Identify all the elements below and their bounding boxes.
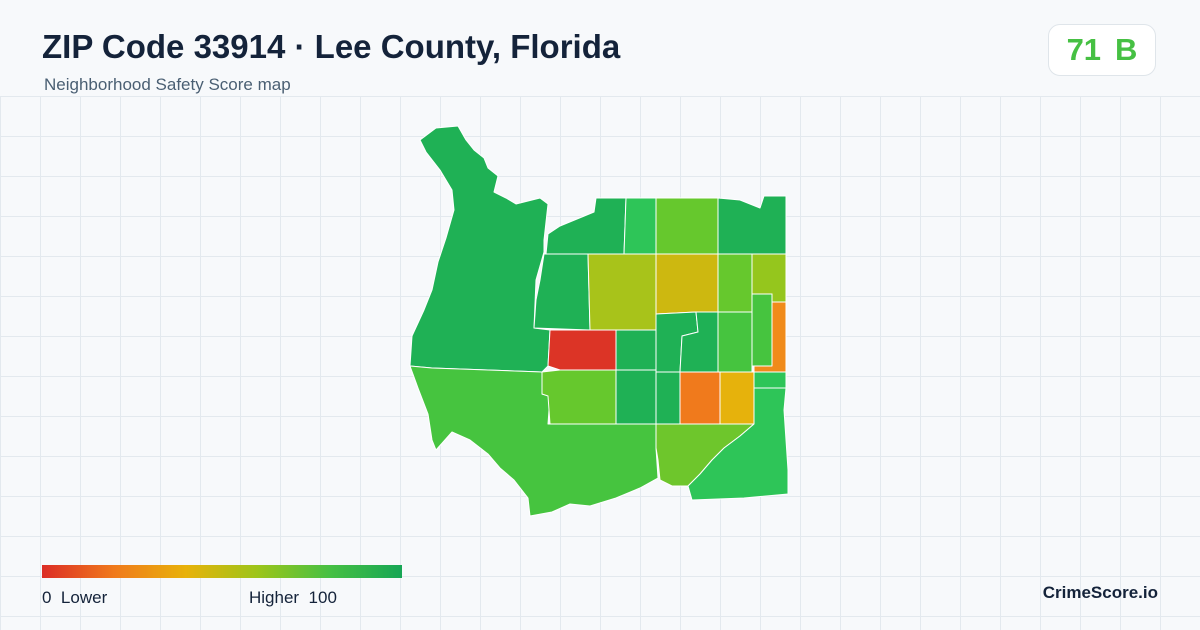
- region-mid-4[interactable]: [717, 253, 753, 313]
- region-mid-center[interactable]: [587, 253, 657, 331]
- region-center-1[interactable]: [547, 329, 617, 371]
- brand-logo-text[interactable]: CrimeScore.io: [1042, 583, 1158, 602]
- region-lower-1[interactable]: [541, 369, 617, 425]
- page-subtitle: Neighborhood Safety Score map: [44, 75, 291, 94]
- region-north-2[interactable]: [623, 197, 657, 255]
- score-value: 71: [1066, 32, 1102, 67]
- legend-gradient-bar: [42, 565, 402, 578]
- region-east-orange[interactable]: [751, 293, 773, 367]
- region-lower-green[interactable]: [719, 371, 755, 425]
- region-north-3[interactable]: [655, 197, 719, 255]
- region-west-coast[interactable]: [409, 125, 551, 373]
- region-lower-2[interactable]: [615, 369, 657, 425]
- legend-low-label: Lower: [60, 588, 108, 607]
- legend-low: 0 Lower: [42, 588, 107, 608]
- legend-high-label: Higher: [249, 588, 300, 607]
- page-title: ZIP Code 33914 · Lee County, Florida: [42, 28, 621, 65]
- region-north-1[interactable]: [545, 197, 627, 255]
- region-center-2[interactable]: [615, 329, 657, 371]
- legend-high-value: 100: [308, 588, 337, 607]
- region-center-5[interactable]: [717, 311, 753, 373]
- region-southeast[interactable]: [687, 387, 789, 501]
- region-mid-west[interactable]: [533, 253, 591, 331]
- safety-score-badge: 71 B: [1048, 24, 1156, 76]
- region-mid-3[interactable]: [655, 253, 719, 315]
- region-lower-amber[interactable]: [679, 371, 721, 425]
- region-north-4[interactable]: [717, 195, 787, 255]
- legend-high: Higher 100: [249, 588, 337, 608]
- score-grade: B: [1115, 32, 1138, 67]
- region-lower-orange[interactable]: [655, 371, 681, 425]
- region-east-small[interactable]: [753, 371, 787, 389]
- legend-low-value: 0: [42, 588, 52, 607]
